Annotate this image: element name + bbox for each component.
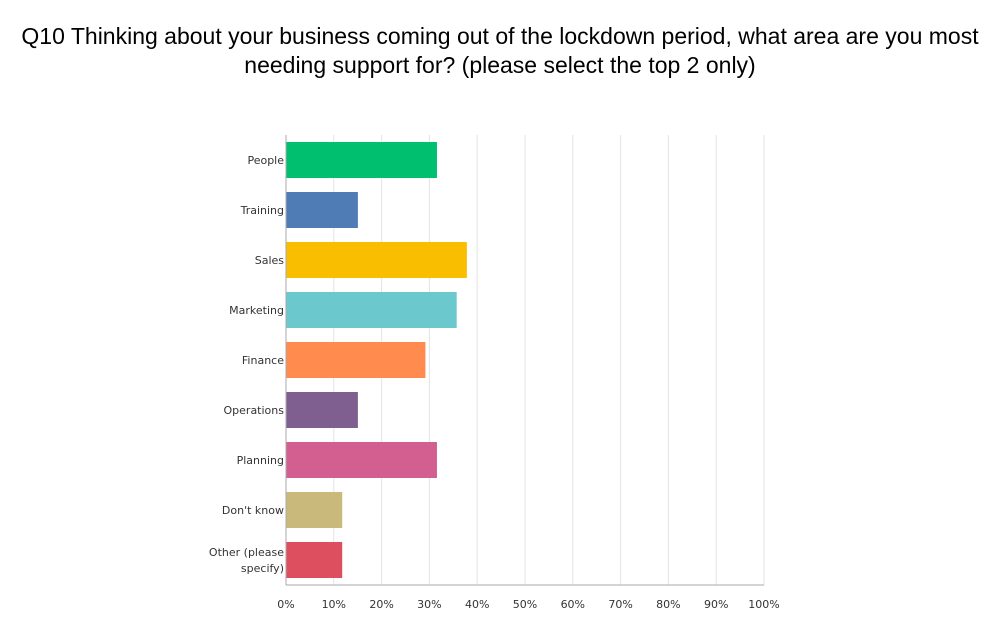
x-tick-label: 0% bbox=[277, 598, 294, 611]
bar bbox=[286, 192, 358, 228]
chart-title: Q10 Thinking about your business coming … bbox=[21, 23, 979, 78]
x-tick-label: 70% bbox=[608, 598, 632, 611]
category-label: Planning bbox=[237, 454, 284, 467]
bar bbox=[286, 142, 437, 178]
category-label: Finance bbox=[242, 354, 284, 367]
bar bbox=[286, 292, 457, 328]
bar bbox=[286, 442, 437, 478]
x-tick-label: 40% bbox=[465, 598, 489, 611]
bar bbox=[286, 492, 343, 528]
category-label: Other (please bbox=[209, 546, 284, 559]
category-label: Sales bbox=[255, 254, 285, 267]
category-label: Marketing bbox=[229, 304, 284, 317]
x-tick-label: 10% bbox=[322, 598, 346, 611]
gridlines bbox=[333, 135, 765, 585]
category-label: People bbox=[247, 154, 284, 167]
x-tick-label: 60% bbox=[561, 598, 585, 611]
category-label: Training bbox=[240, 204, 284, 217]
x-tick-label: 50% bbox=[513, 598, 537, 611]
x-tick-label: 20% bbox=[369, 598, 393, 611]
bar bbox=[286, 542, 343, 578]
x-tick-label: 100% bbox=[748, 598, 779, 611]
bars bbox=[286, 142, 467, 578]
bar bbox=[286, 242, 467, 278]
category-label: Operations bbox=[224, 404, 285, 417]
category-labels: People Training Sales Marketing Finance Opera… bbox=[209, 154, 284, 575]
category-label: Don't know bbox=[222, 504, 284, 517]
x-tick-label: 90% bbox=[704, 598, 728, 611]
x-tick-label: 80% bbox=[656, 598, 680, 611]
bar bbox=[286, 342, 426, 378]
bar bbox=[286, 392, 358, 428]
x-tick-labels: 0% 10% 20% 30% 40% 50% 60% 70% 80% 90% 100% bbox=[277, 598, 779, 611]
x-tick-label: 30% bbox=[417, 598, 441, 611]
category-label: specify) bbox=[241, 562, 284, 575]
